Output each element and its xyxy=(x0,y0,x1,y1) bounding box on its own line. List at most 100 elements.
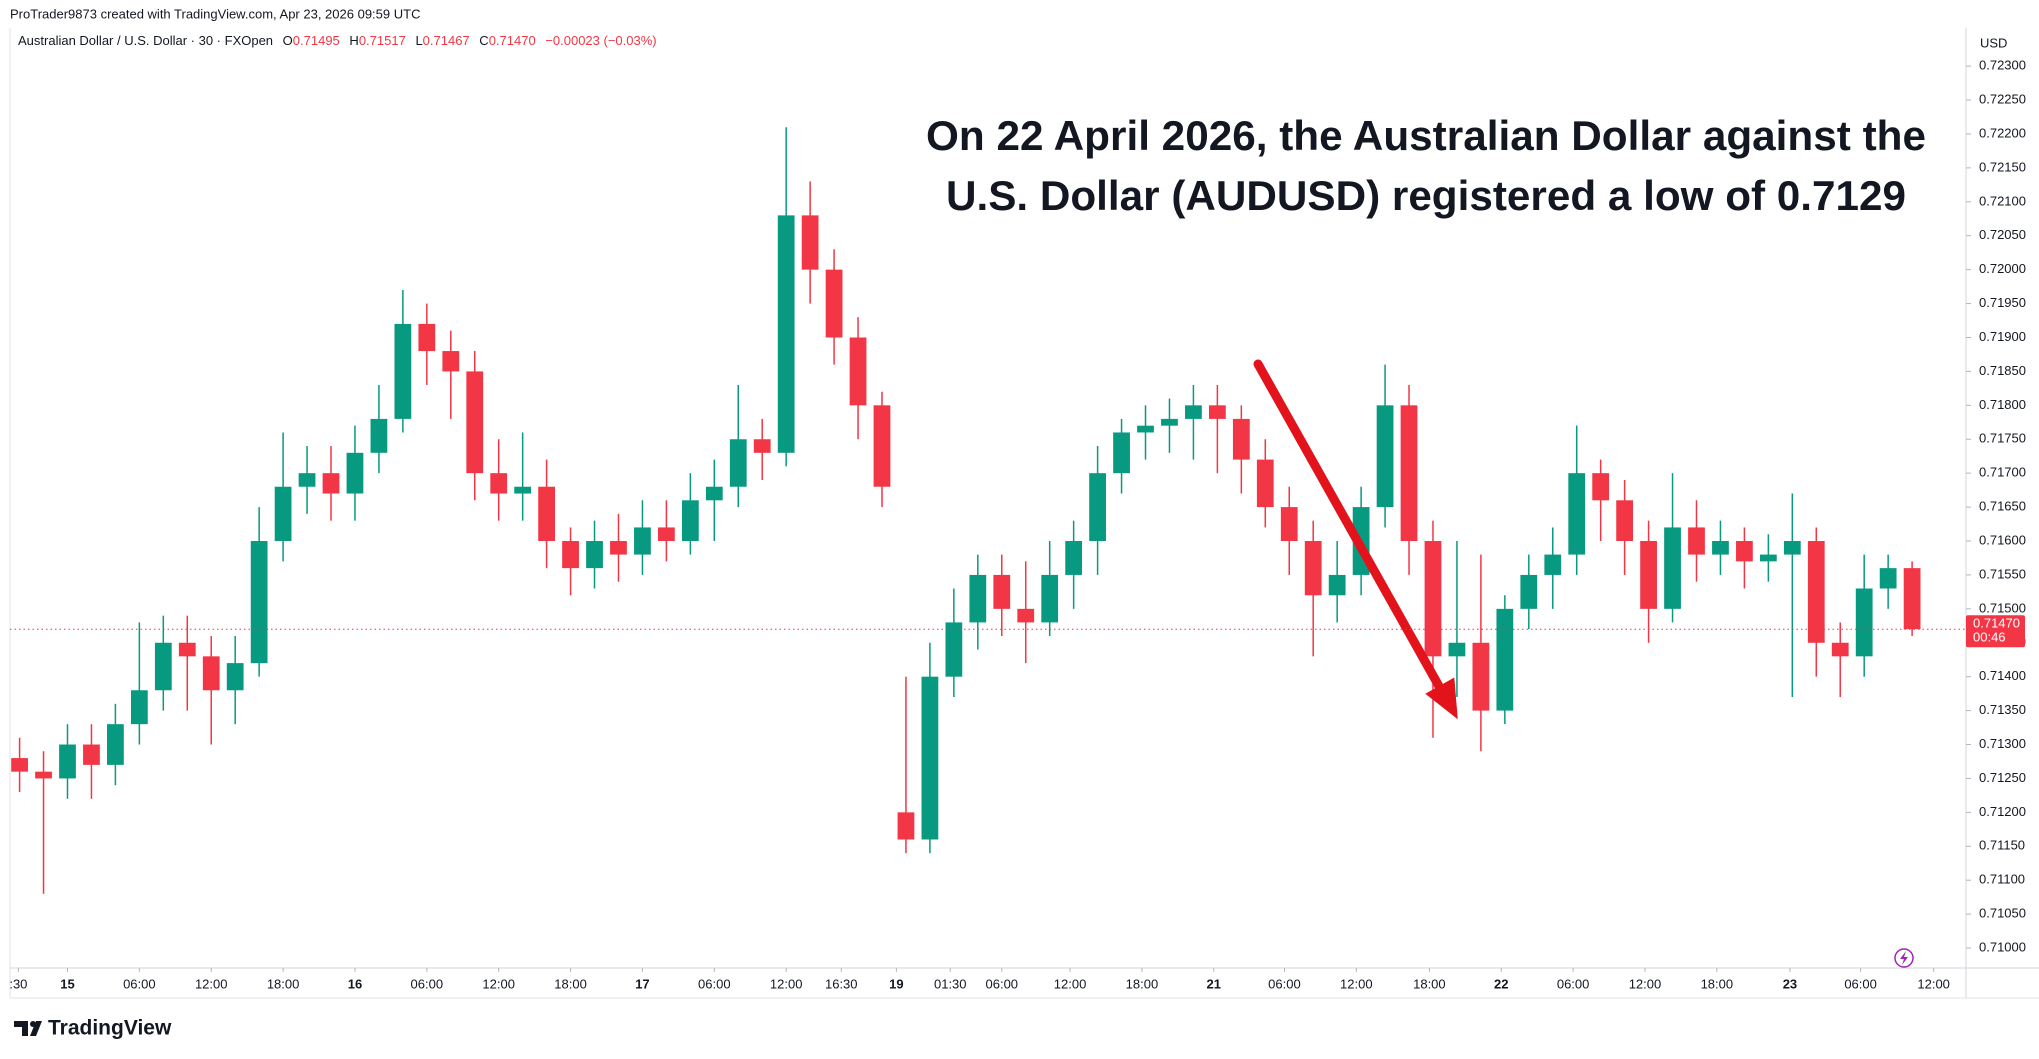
x-tick-label: 06:00 xyxy=(1844,976,1877,991)
x-tick-label: 12:00 xyxy=(770,976,803,991)
y-tick-label: 0.71200 xyxy=(1979,804,2026,819)
candle-body xyxy=(1520,574,1538,609)
x-tick-label: 23 xyxy=(1783,976,1797,991)
x-tick-label: 06:00 xyxy=(986,976,1019,991)
candle-body xyxy=(1065,541,1083,575)
candle-body xyxy=(107,724,124,765)
y-tick-label: 0.71150 xyxy=(1979,838,2025,853)
x-tick-label: 16 xyxy=(348,976,362,991)
candle-body xyxy=(1712,541,1729,555)
x-tick-label: 17 xyxy=(635,976,649,991)
x-tick-label: 12:00 xyxy=(1054,976,1087,991)
y-tick-label: 0.71800 xyxy=(1979,397,2026,412)
y-tick-label: 0.71400 xyxy=(1979,668,2026,683)
x-tick-label: 15 xyxy=(60,976,74,991)
candle-body xyxy=(1879,568,1897,589)
x-tick-label: 18:00 xyxy=(1701,976,1734,991)
candle-body xyxy=(705,486,723,501)
arrow-shaft xyxy=(1253,359,1445,693)
candle-body xyxy=(442,351,460,372)
x-tick-label: 16:30 xyxy=(825,976,858,991)
legend-key: O xyxy=(283,33,293,48)
candle-body xyxy=(1568,473,1586,555)
arrow-head xyxy=(1425,677,1458,720)
y-tick-label: 0.72200 xyxy=(1979,125,2026,140)
x-tick-label: 18:00 xyxy=(267,976,300,991)
legend-value: 0.71517 xyxy=(359,33,406,48)
candle-body xyxy=(1304,541,1322,596)
legend: Australian Dollar / U.S. Dollar · 30 · F… xyxy=(18,33,657,48)
candle-body xyxy=(1328,574,1346,596)
candle-body xyxy=(202,656,220,691)
y-tick-label: 0.71500 xyxy=(1979,600,2026,615)
candle-body xyxy=(1185,405,1202,419)
candle-body xyxy=(753,439,771,453)
x-tick-label: 21 xyxy=(1207,976,1221,991)
legend-value: 0.71495 xyxy=(293,33,340,48)
candle-body xyxy=(1807,541,1825,643)
x-tick-label: 22 xyxy=(1494,976,1508,991)
y-tick-label: 0.72150 xyxy=(1979,159,2026,174)
candle-body xyxy=(1592,473,1610,501)
candle-body xyxy=(1400,405,1418,542)
countdown: 00:46 xyxy=(1973,630,2006,645)
x-tick-label: 12:00 xyxy=(1340,976,1373,991)
candle-body xyxy=(1496,608,1514,711)
candle-body xyxy=(969,574,987,623)
candle-body xyxy=(178,642,196,657)
candle-body xyxy=(1664,527,1681,609)
x-tick-label: 01:30 xyxy=(934,976,967,991)
candle-body xyxy=(11,758,28,772)
candle-body xyxy=(250,541,268,664)
x-tick-label: 12:00 xyxy=(1629,976,1662,991)
x-tick-label: 06:00 xyxy=(123,976,156,991)
candle-body xyxy=(1137,425,1154,433)
x-tick-label: 06:00 xyxy=(411,976,444,991)
candle-body xyxy=(993,574,1011,609)
y-tick-label: 0.71050 xyxy=(1979,906,2026,921)
y-tick-label: 0.71250 xyxy=(1979,770,2026,785)
candle-body xyxy=(1903,568,1921,630)
candle-body xyxy=(586,541,603,569)
candle-body xyxy=(1017,608,1035,623)
legend-key: L xyxy=(415,33,422,48)
candle-body xyxy=(945,622,963,677)
y-tick-label: 0.71000 xyxy=(1979,939,2026,954)
y-tick-label: 0.71950 xyxy=(1979,295,2026,310)
y-tick-label: 0.71700 xyxy=(1979,465,2026,480)
x-tick-label: 06:00 xyxy=(1268,976,1301,991)
alert-bolt xyxy=(1900,951,1908,965)
candle-body xyxy=(226,663,244,691)
x-tick-label: 12:00 xyxy=(482,976,515,991)
candle-body xyxy=(490,473,508,494)
x-tick-label: 18:00 xyxy=(1413,976,1446,991)
candle-body xyxy=(634,527,651,555)
y-tick-label: 0.72100 xyxy=(1979,193,2026,208)
candle-body xyxy=(610,541,627,555)
symbol: Australian Dollar / U.S. Dollar · 30 · F… xyxy=(18,33,273,48)
candle-body xyxy=(394,323,412,419)
candle-body xyxy=(1544,554,1562,575)
candle-body xyxy=(514,486,532,494)
y-tick-label: 0.72000 xyxy=(1979,261,2026,276)
candle-body xyxy=(466,371,484,474)
annotation: On 22 April 2026, the Australian Dollar … xyxy=(926,112,1926,159)
candle-body xyxy=(777,215,795,453)
y-tick-label: 0.71100 xyxy=(1979,872,2025,887)
candle-body xyxy=(1424,541,1442,657)
alert-icon[interactable] xyxy=(1894,948,1914,968)
candle-body xyxy=(1280,507,1298,542)
candle-body xyxy=(849,337,867,406)
candle-body xyxy=(801,215,819,270)
candle-body xyxy=(658,527,675,542)
candle-body xyxy=(562,541,579,569)
x-tick-label: 18:00 xyxy=(554,976,587,991)
candle-body xyxy=(298,473,316,487)
candle-body xyxy=(1161,418,1178,426)
brand: TradingView xyxy=(48,1017,172,1040)
brand-logo-dot xyxy=(30,1021,36,1027)
candle-body xyxy=(1208,405,1226,419)
last-price-box xyxy=(1966,615,2025,648)
